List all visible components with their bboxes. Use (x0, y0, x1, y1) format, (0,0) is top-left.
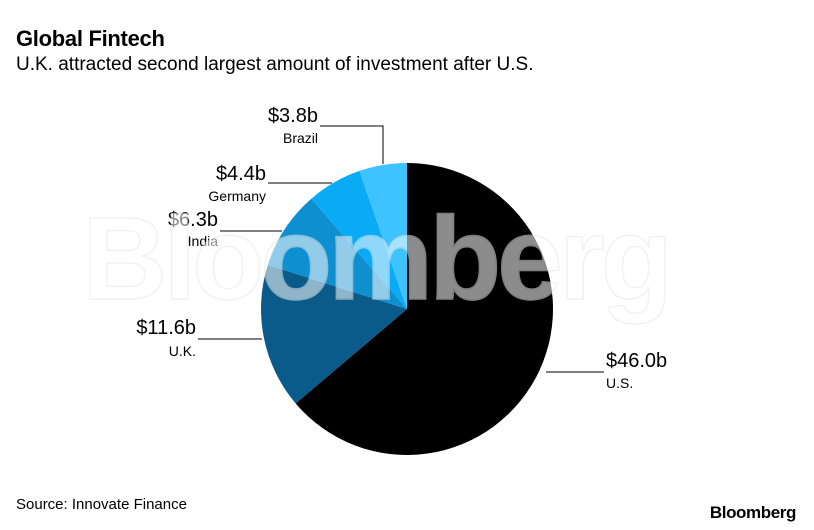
data-label-value-germany: $4.4b (216, 163, 266, 185)
chart-subtitle: U.K. attracted second largest amount of … (16, 54, 534, 75)
pie-slice-u-k (261, 264, 407, 404)
pie-slice-u-s (295, 163, 553, 455)
chart-title: Global Fintech (16, 26, 165, 51)
bloomberg-logo: Bloomberg (709, 503, 797, 522)
data-label-value-u-k: $11.6b (136, 317, 196, 339)
data-label-value-india: $6.3b (168, 209, 218, 231)
pie-slice-brazil (359, 163, 407, 309)
leader-line-brazil (320, 125, 384, 164)
data-label-name-u-s: U.S. (606, 375, 633, 391)
pie-slice-germany (311, 170, 407, 309)
source-note: Source: Innovate Finance (16, 496, 187, 513)
data-label-name-brazil: Brazil (283, 130, 318, 146)
pie-slice-india (267, 198, 407, 309)
data-label-value-brazil: $3.8b (268, 105, 318, 127)
data-label-value-u-s: $46.0b (606, 350, 667, 372)
data-label-name-germany: Germany (208, 188, 266, 204)
data-label-name-india: India (188, 233, 219, 249)
data-label-name-u-k: U.K. (169, 343, 196, 359)
